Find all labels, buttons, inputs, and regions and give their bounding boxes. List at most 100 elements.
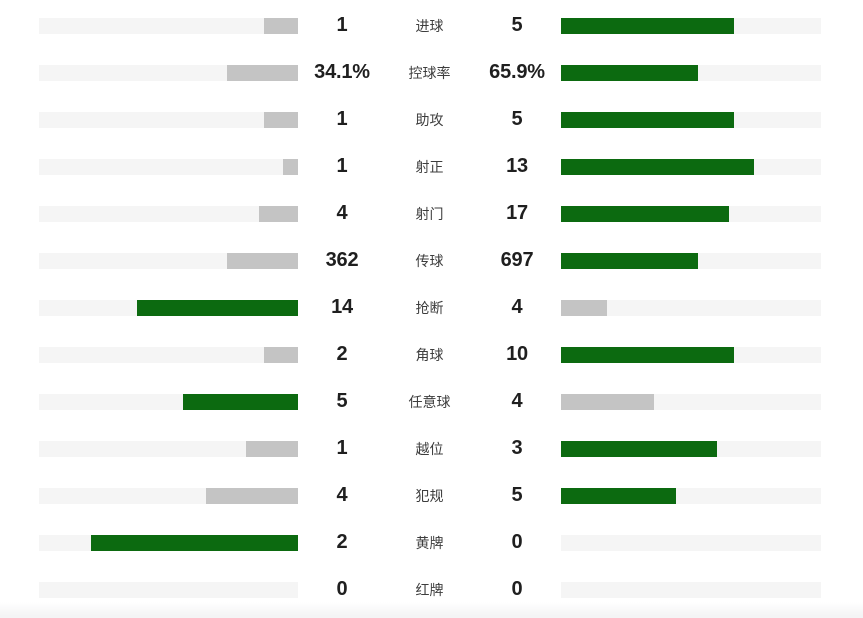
stat-row-middle: 2 角球 10 xyxy=(298,331,561,378)
left-bar-track xyxy=(39,158,298,175)
left-bar-fill xyxy=(136,299,298,316)
right-bar-fill xyxy=(561,393,654,410)
right-bar-track xyxy=(561,205,821,222)
left-value: 1 xyxy=(336,155,348,177)
right-value: 0 xyxy=(511,578,523,600)
stat-label: 进球 xyxy=(415,17,444,34)
stat-row-middle: 1 越位 3 xyxy=(298,425,561,472)
left-bar-track xyxy=(39,487,298,504)
stat-label: 角球 xyxy=(415,346,444,363)
right-value: 65.9% xyxy=(489,61,545,83)
left-bar-track xyxy=(39,64,298,81)
stat-label: 抢断 xyxy=(415,299,444,316)
left-value: 0 xyxy=(336,578,348,600)
right-bar-track xyxy=(561,440,821,457)
left-bar-fill xyxy=(283,158,298,175)
left-value: 34.1% xyxy=(314,61,370,83)
left-bar-track xyxy=(39,534,298,551)
stat-row: 1 射正 13 xyxy=(0,143,863,190)
stat-label: 射正 xyxy=(415,158,444,175)
left-value: 1 xyxy=(336,437,348,459)
stat-row: 1 越位 3 xyxy=(0,425,863,472)
stat-row-middle: 4 射门 17 xyxy=(298,190,561,237)
stat-label: 传球 xyxy=(415,252,444,269)
stat-row-middle: 2 黄牌 0 xyxy=(298,519,561,566)
stat-row-middle: 1 助攻 5 xyxy=(298,96,561,143)
right-bar-track xyxy=(561,64,821,81)
left-bar-track xyxy=(39,17,298,34)
left-bar-track xyxy=(39,111,298,128)
stat-row: 0 红牌 0 xyxy=(0,566,863,613)
left-bar-fill xyxy=(258,205,298,222)
stat-label: 控球率 xyxy=(408,64,451,81)
stat-label: 黄牌 xyxy=(415,534,444,551)
stat-row-middle: 4 犯规 5 xyxy=(298,472,561,519)
right-value: 10 xyxy=(506,343,528,365)
stat-row-middle: 5 任意球 4 xyxy=(298,378,561,425)
right-bar-track xyxy=(561,111,821,128)
right-value: 4 xyxy=(511,390,523,412)
left-bar-track xyxy=(39,252,298,269)
stat-label: 犯规 xyxy=(415,487,444,504)
left-bar-track xyxy=(39,299,298,316)
left-bar-fill xyxy=(246,440,298,457)
left-bar-fill xyxy=(205,487,298,504)
stat-row-middle: 362 传球 697 xyxy=(298,237,561,284)
right-bar-track xyxy=(561,534,821,551)
stat-row-middle: 14 抢断 4 xyxy=(298,284,561,331)
right-bar-fill xyxy=(561,440,717,457)
stat-row: 2 黄牌 0 xyxy=(0,519,863,566)
stat-row: 4 射门 17 xyxy=(0,190,863,237)
right-value: 5 xyxy=(511,14,523,36)
left-value: 1 xyxy=(336,14,348,36)
stat-label: 红牌 xyxy=(415,581,444,598)
stat-row-middle: 1 射正 13 xyxy=(298,143,561,190)
stat-row: 5 任意球 4 xyxy=(0,378,863,425)
left-bar-track xyxy=(39,581,298,598)
right-bar-fill xyxy=(561,346,735,363)
right-value: 5 xyxy=(511,484,523,506)
left-value: 5 xyxy=(336,390,348,412)
right-bar-track xyxy=(561,393,821,410)
left-bar-track xyxy=(39,393,298,410)
stat-label: 越位 xyxy=(415,440,444,457)
right-bar-track xyxy=(561,346,821,363)
right-value: 4 xyxy=(511,296,523,318)
right-bar-fill xyxy=(561,299,608,316)
right-value: 0 xyxy=(511,531,523,553)
stat-row-middle: 34.1% 控球率 65.9% xyxy=(298,49,561,96)
stat-label: 射门 xyxy=(415,205,444,222)
right-bar-track xyxy=(561,299,821,316)
left-bar-track xyxy=(39,346,298,363)
right-value: 5 xyxy=(511,108,523,130)
left-bar-track xyxy=(39,205,298,222)
right-bar-fill xyxy=(561,487,677,504)
left-value: 14 xyxy=(331,296,353,318)
stat-label: 助攻 xyxy=(415,111,444,128)
right-bar-fill xyxy=(561,64,699,81)
left-bar-fill xyxy=(183,393,298,410)
stat-row-middle: 1 进球 5 xyxy=(298,2,561,49)
stat-row: 2 角球 10 xyxy=(0,331,863,378)
right-bar-fill xyxy=(561,158,755,175)
left-bar-fill xyxy=(90,534,298,551)
footer-band xyxy=(0,602,863,618)
right-value: 697 xyxy=(500,249,534,271)
left-value: 2 xyxy=(336,531,348,553)
left-value: 4 xyxy=(336,484,348,506)
stat-row: 14 抢断 4 xyxy=(0,284,863,331)
right-value: 17 xyxy=(506,202,528,224)
right-bar-track xyxy=(561,17,821,34)
stat-row: 1 进球 5 xyxy=(0,2,863,49)
left-value: 2 xyxy=(336,343,348,365)
left-bar-fill xyxy=(263,111,298,128)
left-bar-track xyxy=(39,440,298,457)
right-bar-track xyxy=(561,252,821,269)
left-bar-fill xyxy=(263,17,298,34)
right-bar-fill xyxy=(561,111,735,128)
stat-row: 34.1% 控球率 65.9% xyxy=(0,49,863,96)
left-value: 4 xyxy=(336,202,348,224)
right-value: 13 xyxy=(506,155,528,177)
stat-row: 4 犯规 5 xyxy=(0,472,863,519)
stat-row-middle: 0 红牌 0 xyxy=(298,566,561,613)
